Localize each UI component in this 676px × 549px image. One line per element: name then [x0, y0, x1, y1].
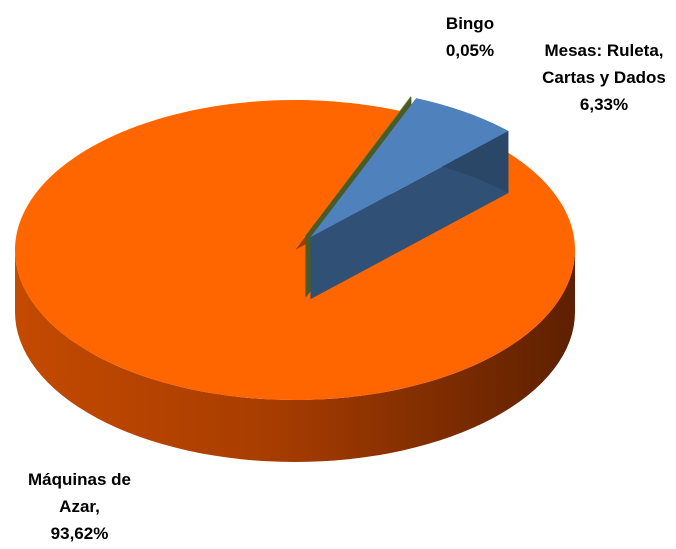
label-maquinas: Máquinas de Azar, 93,62% — [12, 466, 147, 547]
pie-slice — [310, 98, 509, 238]
category-label: Máquinas de Azar, — [28, 470, 131, 516]
value-label: 6,33% — [579, 95, 629, 114]
slice-side — [15, 250, 575, 462]
slice-wall — [310, 131, 509, 300]
value-label: 93,62% — [50, 524, 109, 543]
pie-slice — [305, 96, 412, 236]
label-bingo: Bingo 0,05% — [420, 10, 520, 64]
category-label: Bingo — [445, 14, 495, 33]
value-label: 0,05% — [445, 41, 495, 60]
category-label: Mesas: Ruleta, Cartas y Dados — [542, 41, 666, 87]
label-mesas: Mesas: Ruleta, Cartas y Dados 6,33% — [530, 37, 676, 118]
